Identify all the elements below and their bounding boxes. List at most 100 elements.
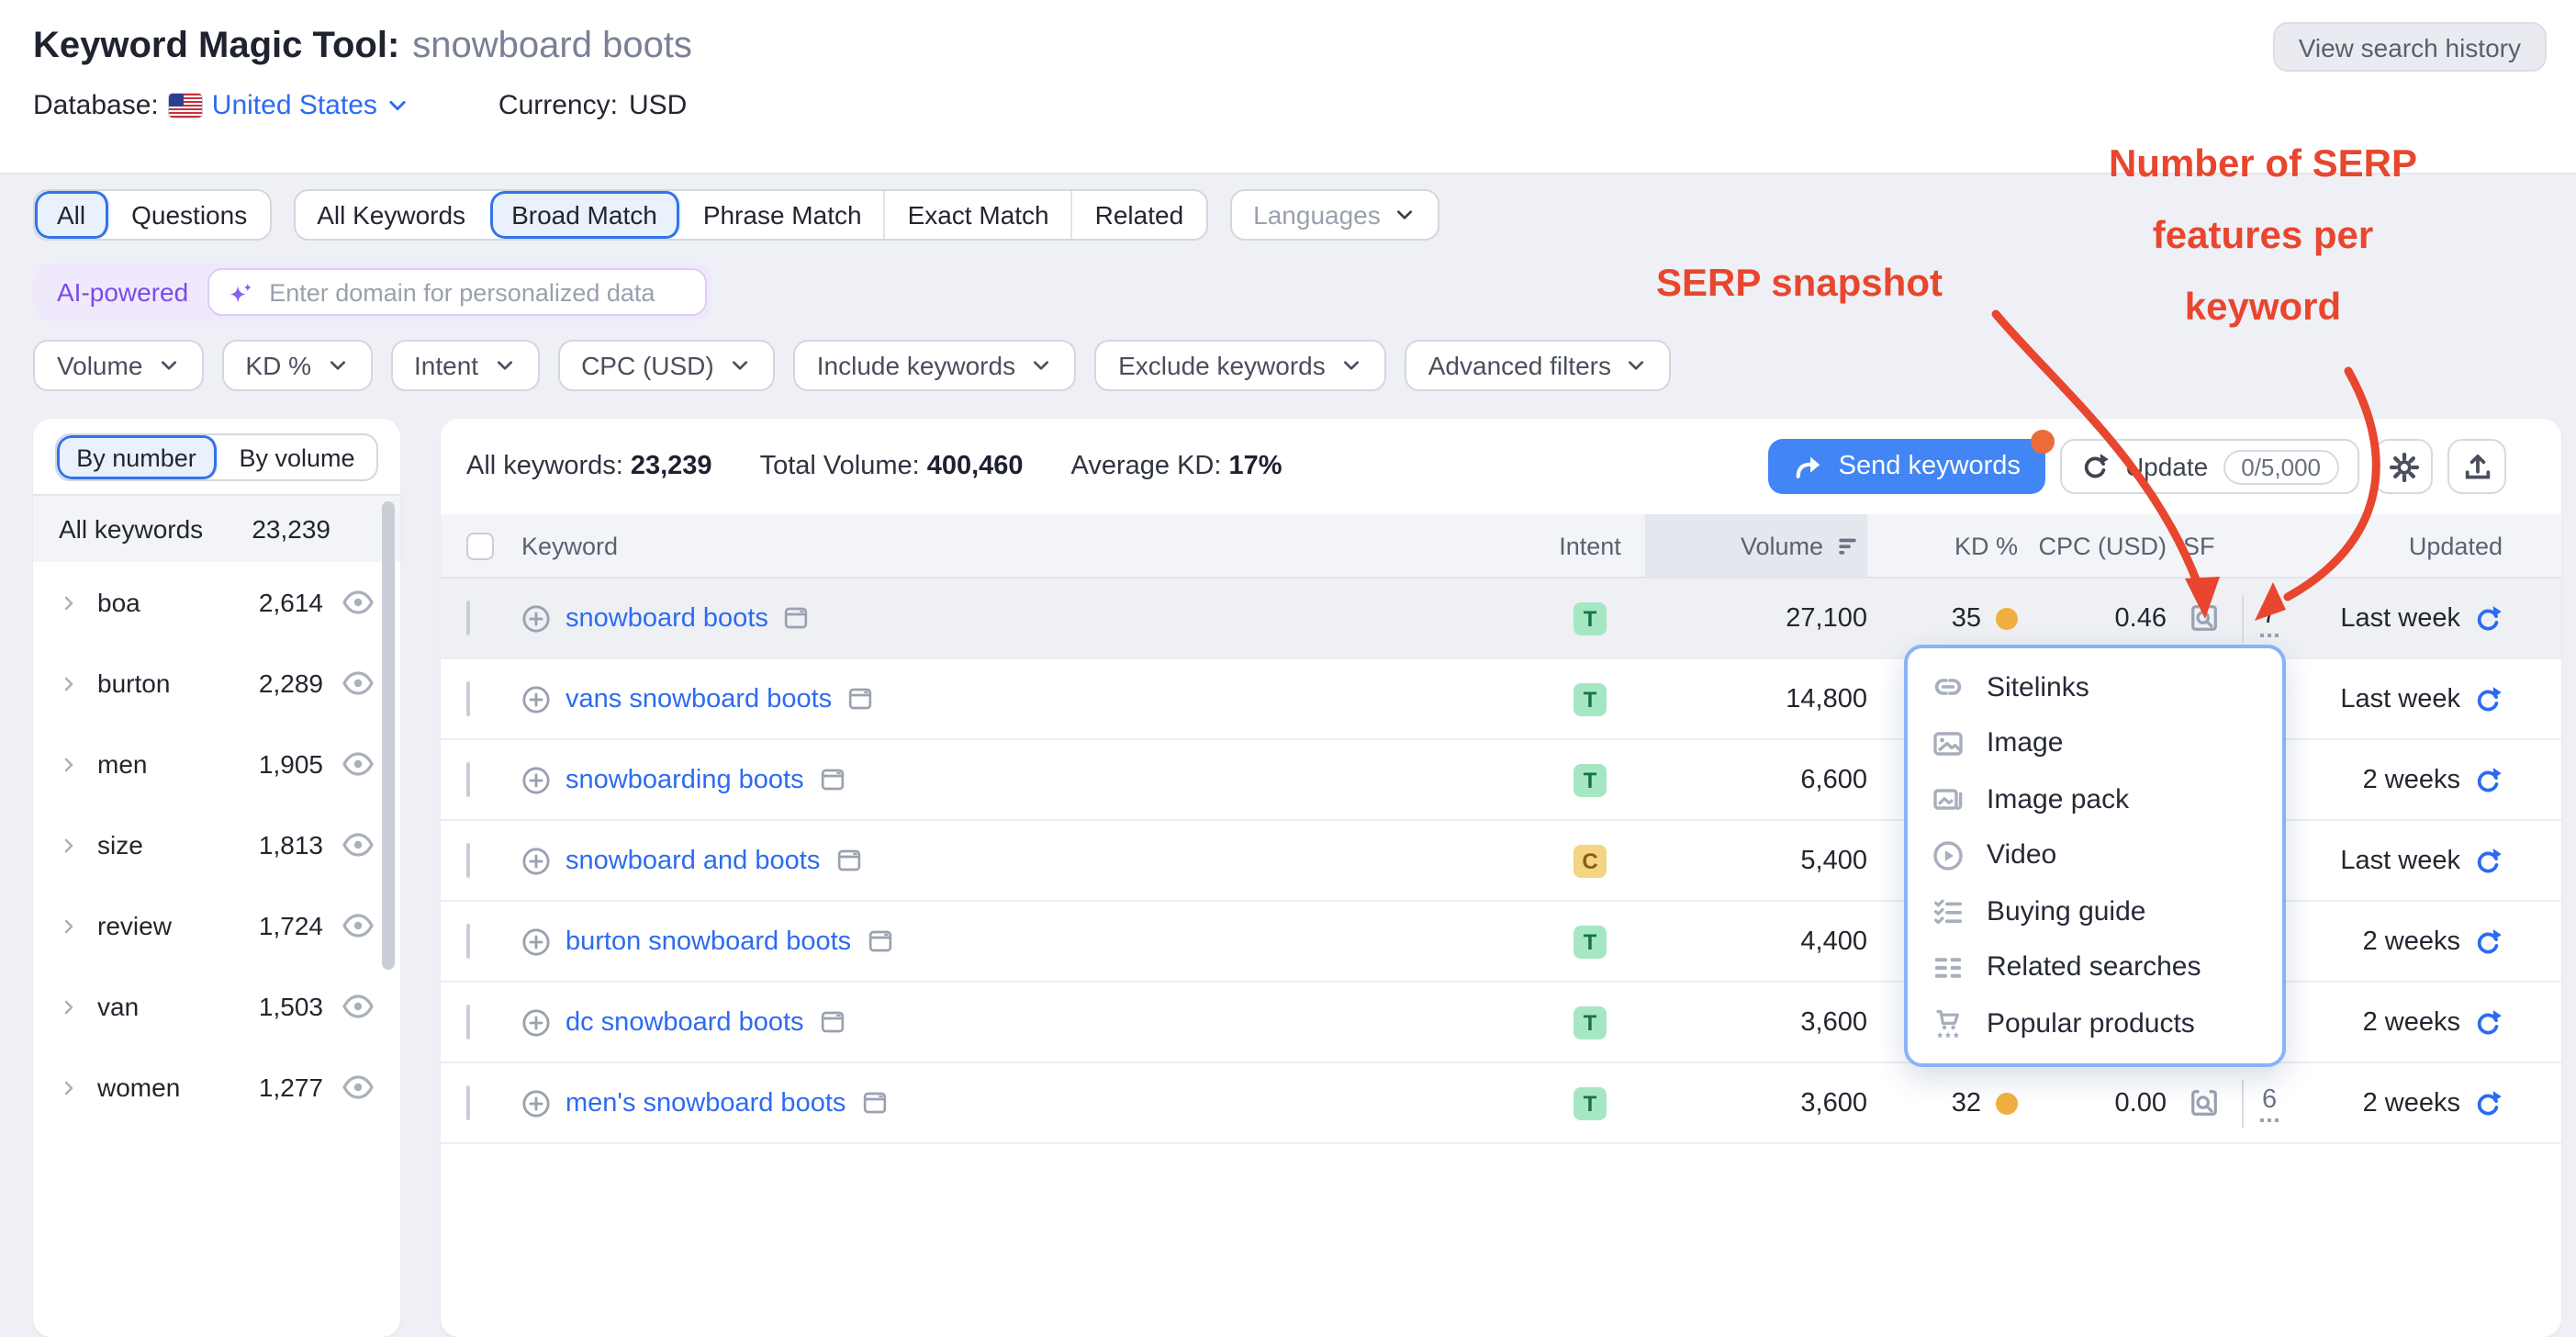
filter-kd[interactable]: KD % <box>221 340 372 391</box>
add-keyword-icon[interactable] <box>521 1007 551 1037</box>
keyword-link[interactable]: snowboard and boots <box>566 846 821 875</box>
row-checkbox[interactable] <box>466 1084 470 1119</box>
eye-icon[interactable] <box>342 747 375 781</box>
column-header-updated[interactable]: Updated <box>2408 532 2503 559</box>
languages-dropdown[interactable]: Languages <box>1229 189 1439 241</box>
serp-feature-buying-guide[interactable]: Buying guide <box>1908 883 2282 939</box>
eye-icon[interactable] <box>342 1071 375 1104</box>
popular-products-cart-icon <box>1932 1007 1965 1040</box>
tab-broad-match[interactable]: Broad Match <box>489 191 681 239</box>
sidebar-group-size[interactable]: size 1,813 <box>33 804 400 885</box>
view-search-history-button[interactable]: View search history <box>2272 22 2547 72</box>
serp-window-icon[interactable] <box>834 847 862 874</box>
row-checkbox[interactable] <box>466 842 470 877</box>
filter-intent[interactable]: Intent <box>390 340 540 391</box>
keyword-link[interactable]: vans snowboard boots <box>566 684 833 713</box>
sidebar-group-boa[interactable]: boa 2,614 <box>33 562 400 643</box>
refresh-icon[interactable] <box>2473 846 2503 875</box>
refresh-icon[interactable] <box>2473 1088 2503 1118</box>
column-header-volume[interactable]: Volume <box>1645 514 1867 577</box>
sidebar-group-men[interactable]: men 1,905 <box>33 724 400 804</box>
update-button[interactable]: Update 0/5,000 <box>2060 439 2359 494</box>
eye-icon[interactable] <box>342 828 375 861</box>
database-selector[interactable]: United States <box>169 90 410 121</box>
serp-snapshot-icon[interactable] <box>2189 1087 2220 1118</box>
serp-feature-sitelinks[interactable]: Sitelinks <box>1908 659 2282 715</box>
serp-snapshot-icon[interactable] <box>2189 602 2220 634</box>
serp-feature-image[interactable]: Image <box>1908 715 2282 771</box>
tab-exact-match[interactable]: Exact Match <box>886 191 1073 239</box>
eye-icon[interactable] <box>342 586 375 619</box>
serp-window-icon[interactable] <box>783 604 811 632</box>
filter-include-keywords[interactable]: Include keywords <box>792 340 1077 391</box>
row-checkbox[interactable] <box>466 923 470 958</box>
add-keyword-icon[interactable] <box>521 603 551 633</box>
filter-volume[interactable]: Volume <box>33 340 204 391</box>
refresh-icon[interactable] <box>2473 765 2503 794</box>
refresh-icon[interactable] <box>2473 1007 2503 1037</box>
serp-feature-video[interactable]: Video <box>1908 827 2282 883</box>
sidebar-item-all-keywords[interactable]: All keywords 23,239 <box>33 496 400 562</box>
row-checkbox[interactable] <box>466 761 470 796</box>
add-keyword-icon[interactable] <box>521 927 551 956</box>
serp-window-icon[interactable] <box>846 685 874 713</box>
domain-input[interactable] <box>265 276 689 308</box>
tab-phrase-match[interactable]: Phrase Match <box>681 191 886 239</box>
keyword-link[interactable]: men's snowboard boots <box>566 1088 846 1118</box>
add-keyword-icon[interactable] <box>521 1088 551 1118</box>
tab-related[interactable]: Related <box>1094 200 1184 230</box>
serp-feature-related-searches[interactable]: Related searches <box>1908 939 2282 995</box>
serp-window-icon[interactable] <box>819 1008 846 1036</box>
sidebar-group-women[interactable]: women 1,277 <box>33 1047 400 1128</box>
sidebar-group-van[interactable]: van 1,503 <box>33 966 400 1047</box>
keyword-link[interactable]: burton snowboard boots <box>566 927 852 956</box>
add-keyword-icon[interactable] <box>521 684 551 713</box>
chevron-down-icon <box>1034 361 1049 370</box>
tab-all[interactable]: All <box>35 191 110 239</box>
tab-all-keywords[interactable]: All Keywords <box>317 200 466 230</box>
sf-count[interactable]: 7 <box>2260 600 2279 636</box>
settings-button[interactable] <box>2374 439 2433 494</box>
chevron-right-icon[interactable] <box>59 996 79 1017</box>
send-keywords-button[interactable]: Send keywords <box>1768 430 2055 494</box>
sidebar-group-burton[interactable]: burton 2,289 <box>33 643 400 724</box>
row-checkbox[interactable] <box>466 680 470 715</box>
add-keyword-icon[interactable] <box>521 765 551 794</box>
serp-feature-image-pack[interactable]: Image pack <box>1908 771 2282 827</box>
chevron-right-icon[interactable] <box>59 754 79 774</box>
chevron-right-icon[interactable] <box>59 592 79 612</box>
eye-icon[interactable] <box>342 909 375 942</box>
refresh-icon[interactable] <box>2473 927 2503 956</box>
export-button[interactable] <box>2447 439 2506 494</box>
keyword-link[interactable]: dc snowboard boots <box>566 1007 804 1037</box>
serp-feature-popular-products[interactable]: Popular products <box>1908 995 2282 1051</box>
column-header-cpc[interactable]: CPC (USD) <box>2038 532 2167 559</box>
tab-by-number[interactable]: By number <box>57 435 218 479</box>
eye-icon[interactable] <box>342 667 375 700</box>
filter-exclude-keywords[interactable]: Exclude keywords <box>1094 340 1386 391</box>
chevron-right-icon[interactable] <box>59 1077 79 1097</box>
chevron-right-icon[interactable] <box>59 673 79 693</box>
filter-advanced[interactable]: Advanced filters <box>1404 340 1672 391</box>
eye-icon[interactable] <box>342 990 375 1023</box>
sidebar-scrollbar[interactable] <box>382 501 395 970</box>
chevron-right-icon[interactable] <box>59 916 79 936</box>
select-all-checkbox[interactable] <box>466 532 494 559</box>
sf-count[interactable]: 6 <box>2260 1084 2279 1121</box>
tab-questions[interactable]: Questions <box>131 200 248 230</box>
row-checkbox[interactable] <box>466 600 470 635</box>
tab-by-volume[interactable]: By volume <box>239 444 355 471</box>
refresh-icon[interactable] <box>2473 684 2503 713</box>
keyword-link[interactable]: snowboard boots <box>566 603 768 633</box>
keyword-link[interactable]: snowboarding boots <box>566 765 804 794</box>
chevron-right-icon[interactable] <box>59 835 79 855</box>
serp-window-icon[interactable] <box>866 927 893 955</box>
refresh-icon[interactable] <box>2473 603 2503 633</box>
add-keyword-icon[interactable] <box>521 846 551 875</box>
column-header-kd[interactable]: KD % <box>1954 532 2018 559</box>
row-checkbox[interactable] <box>466 1004 470 1039</box>
filter-cpc[interactable]: CPC (USD) <box>557 340 775 391</box>
sidebar-group-review[interactable]: review 1,724 <box>33 885 400 966</box>
serp-window-icon[interactable] <box>819 766 846 793</box>
serp-window-icon[interactable] <box>860 1089 888 1117</box>
